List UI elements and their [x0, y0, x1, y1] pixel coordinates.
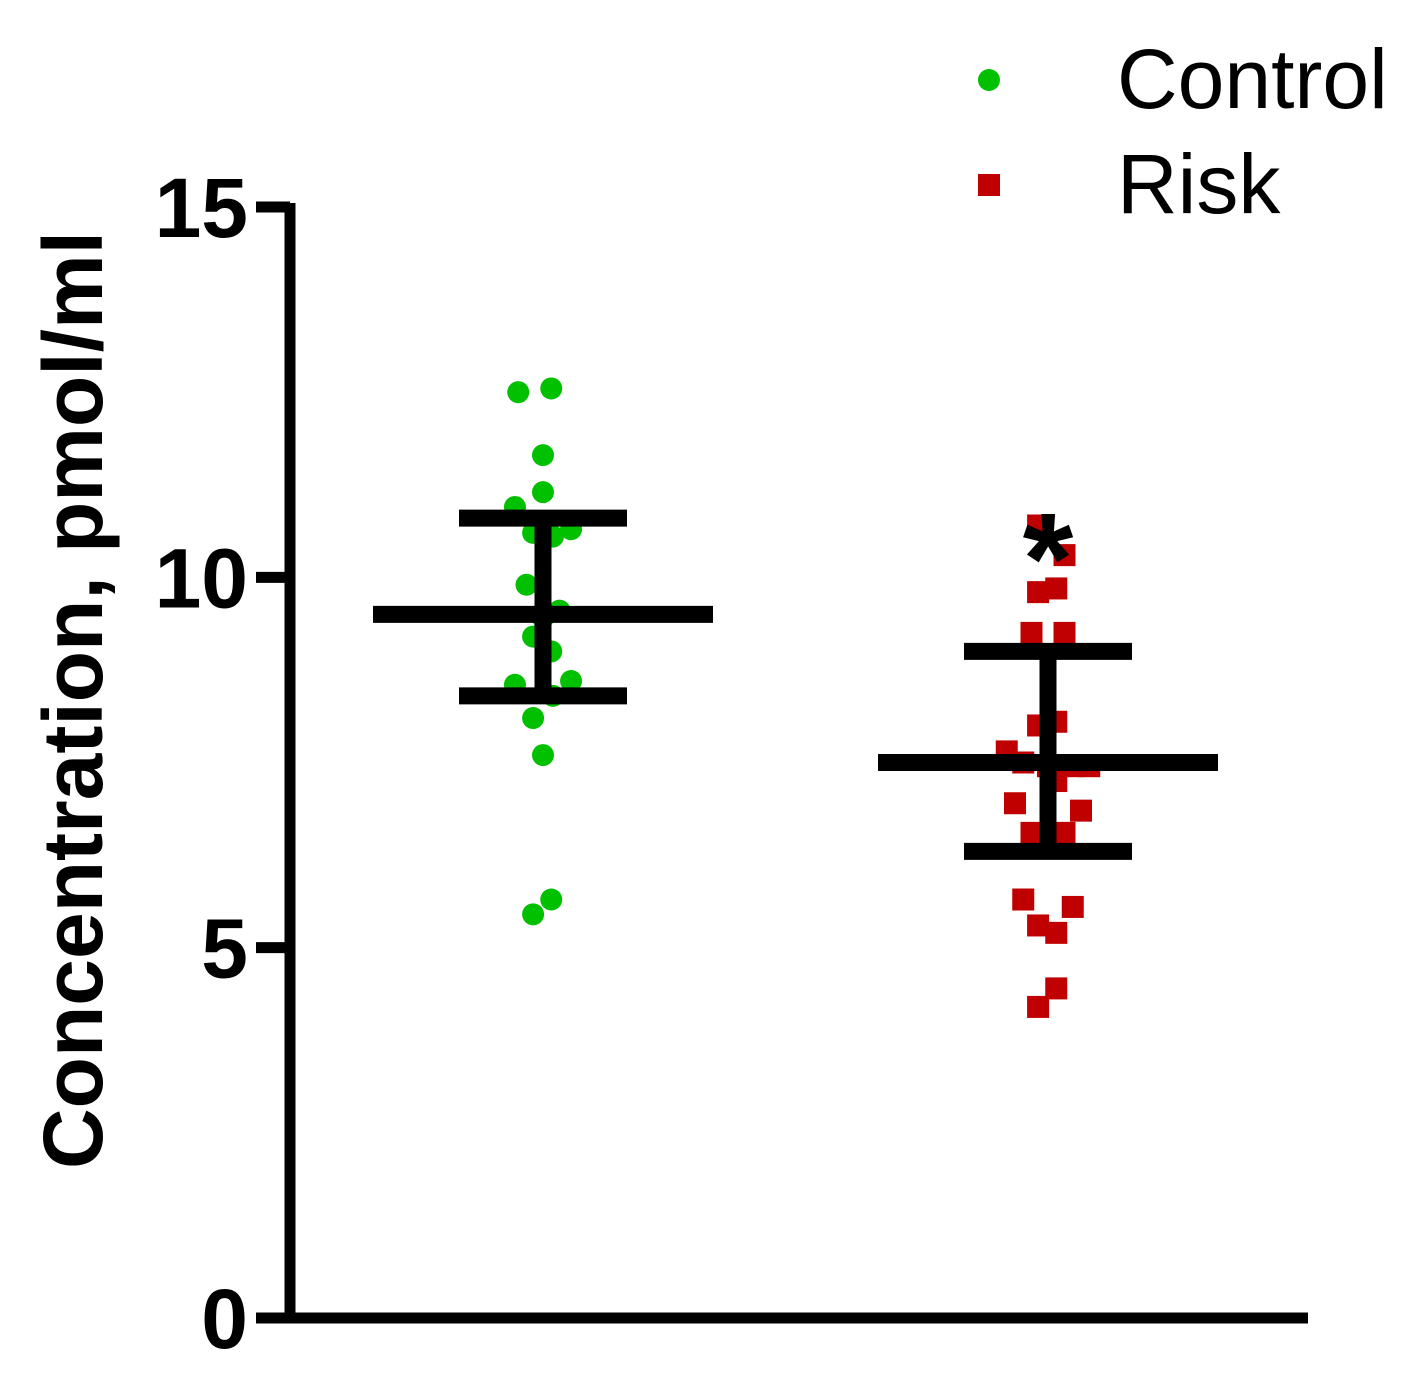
risk-point	[1027, 581, 1050, 604]
risk-point	[1027, 914, 1050, 937]
risk-point	[1070, 799, 1092, 822]
legend-control-marker	[978, 69, 1000, 91]
y-tick-label: 5	[201, 902, 248, 996]
control-point	[532, 444, 554, 467]
control-point	[515, 573, 538, 596]
control-point	[560, 670, 583, 693]
control-point	[532, 481, 554, 504]
y-axis-label: Concentration, pmol/ml	[26, 231, 120, 1169]
significance-marker: *	[1023, 485, 1074, 631]
risk-point	[1053, 821, 1076, 844]
error-bars: *	[373, 485, 1218, 860]
risk-point	[1053, 621, 1076, 644]
control-point	[540, 888, 563, 911]
axes: 0 5 10 15	[155, 161, 1308, 1366]
y-tick-label: 0	[201, 1272, 248, 1366]
risk-point	[1061, 895, 1084, 918]
legend-risk-marker	[978, 174, 1000, 196]
risk-point	[1027, 995, 1050, 1018]
risk-point	[1053, 544, 1076, 567]
control-point	[522, 903, 545, 926]
y-tick-label: 15	[155, 161, 248, 255]
legend-label-control: Control	[1117, 32, 1388, 126]
control-point	[522, 707, 545, 730]
risk-point	[1020, 821, 1043, 844]
risk-point	[1027, 514, 1050, 537]
risk-point	[1012, 888, 1035, 911]
control-point	[540, 377, 563, 400]
risk-point	[1045, 921, 1068, 944]
legend: Control Risk	[978, 32, 1388, 231]
control-point	[507, 381, 530, 404]
y-tick-label: 10	[155, 531, 248, 625]
risk-point	[1004, 792, 1026, 815]
legend-label-risk: Risk	[1117, 137, 1281, 231]
risk-point	[1020, 621, 1043, 644]
risk-point	[1045, 577, 1068, 600]
control-point	[532, 744, 554, 767]
risk-point	[1045, 977, 1068, 1000]
